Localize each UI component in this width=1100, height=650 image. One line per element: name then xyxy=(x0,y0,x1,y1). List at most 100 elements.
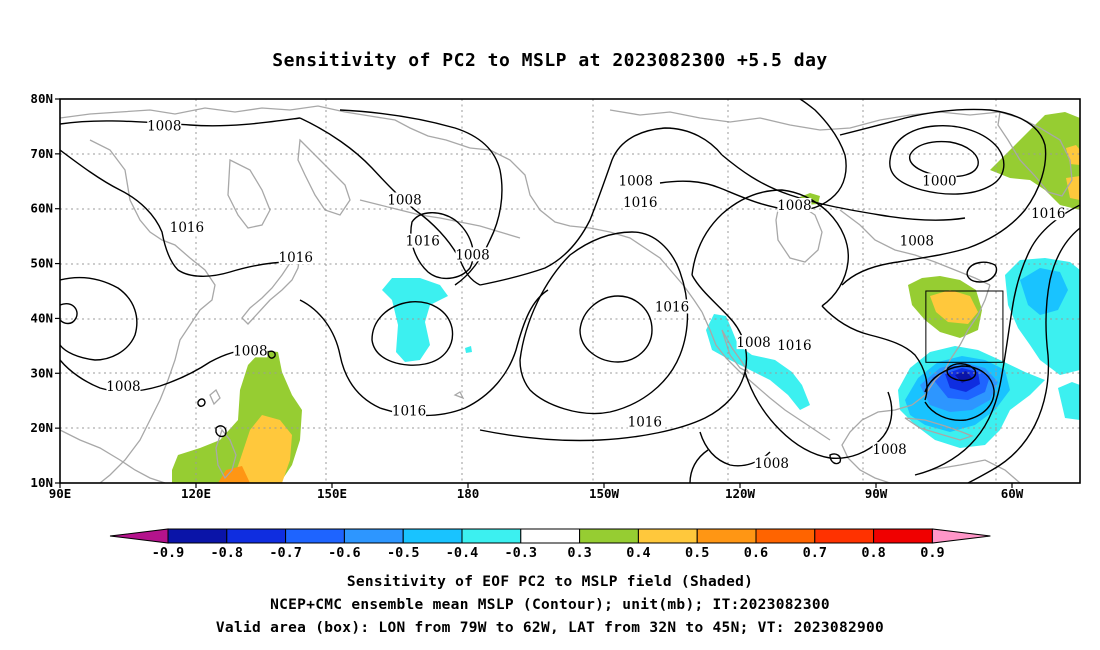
coast-okhotsk xyxy=(227,158,271,229)
colorbar-label: -0.9 xyxy=(152,545,185,561)
contour-label: 1008 xyxy=(455,247,489,263)
coast-gulf xyxy=(841,404,913,483)
contour-label: 1008 xyxy=(872,442,906,458)
contour-1008-small xyxy=(829,453,842,465)
contour-label-bg xyxy=(147,118,182,133)
contour-1016-inner-e xyxy=(579,295,653,363)
contour-label: 1016 xyxy=(405,234,439,250)
valid-area-box xyxy=(925,290,1004,363)
colorbar-segment xyxy=(520,528,581,544)
colorbar-label: 0.5 xyxy=(685,545,709,561)
lon-tick-label: 120E xyxy=(181,486,211,501)
contour-label-bg xyxy=(655,299,689,314)
contour-label-bg xyxy=(278,250,313,265)
shaded-sensitivity xyxy=(172,112,1080,483)
lon-tick-label: 150E xyxy=(317,486,347,501)
colorbar-label: 0.4 xyxy=(626,545,650,561)
contour-label: 1016 xyxy=(628,415,662,431)
graticule xyxy=(60,99,1080,483)
coast-aleutians xyxy=(359,199,521,239)
contour-1008-atlantic xyxy=(967,227,1080,483)
contour-label: 1008 xyxy=(106,379,140,395)
coast-namerica-west xyxy=(701,311,831,441)
contour-label-bg xyxy=(623,195,658,210)
coast-cuba xyxy=(904,417,974,441)
colorbar-segment xyxy=(755,528,816,544)
coast-kamchatka xyxy=(297,138,351,216)
lat-tick-label: 10N xyxy=(30,475,53,490)
contour-label: 1008 xyxy=(777,198,811,214)
colorbar-label: -0.3 xyxy=(505,545,538,561)
contour-1008-asia xyxy=(60,348,263,393)
caption-contour: NCEP+CMC ensemble mean MSLP (Contour); u… xyxy=(270,597,830,613)
lon-tick-label: 180 xyxy=(457,486,480,501)
contour-1016-circle-sm3 xyxy=(267,350,276,359)
axes: 90E 120E 150E 180 150W 120W 90W 60W 80N 70N 60N 50N… xyxy=(30,91,1023,501)
contour-label-bg xyxy=(405,233,440,248)
contour-1008-asia-inner xyxy=(60,303,78,325)
colorbar-segment xyxy=(461,528,522,544)
colorbar-segment xyxy=(402,528,463,544)
colorbar-label: -0.4 xyxy=(446,545,479,561)
contour-label: 1008 xyxy=(619,173,653,189)
contour-label-bg xyxy=(233,343,268,358)
contour-label: 1016 xyxy=(1031,206,1065,222)
contour-label-bg xyxy=(899,233,934,248)
lon-tick-label: 60W xyxy=(1001,486,1024,501)
contour-label-bg xyxy=(618,173,653,188)
coast-us-east xyxy=(911,284,991,406)
contour-label: 1016 xyxy=(777,338,811,354)
colorbar-label: 0.3 xyxy=(567,545,591,561)
contour-1000-low xyxy=(889,125,1005,195)
coast-philippines xyxy=(215,428,237,480)
colorbar-over-arrow xyxy=(931,528,991,544)
contour-1016-hole xyxy=(966,261,998,283)
contour-1008-nw xyxy=(60,117,301,127)
lat-tick-label: 80N xyxy=(30,91,53,106)
colorbar-label: 0.7 xyxy=(803,545,827,561)
contour-label-bg xyxy=(627,414,662,429)
contour-label: 1008 xyxy=(900,234,934,250)
contour-label: 1016 xyxy=(623,195,657,211)
lat-tick-label: 60N xyxy=(30,201,53,216)
coast-hawaii xyxy=(453,391,465,400)
coast-se-asia xyxy=(60,429,166,483)
colorbar-segment xyxy=(579,528,639,544)
caption-valid-area: Valid area (box): LON from 79W to 62W, L… xyxy=(215,620,885,636)
contour-label-bg xyxy=(922,173,957,188)
contour-label: 1008 xyxy=(736,335,770,351)
coast-greenland xyxy=(997,111,1073,197)
shade-neg-central-pacific-small xyxy=(465,346,472,353)
coast-japan xyxy=(241,253,301,325)
contour-label: 1008 xyxy=(387,192,421,208)
contour-1016-circle-sm xyxy=(197,398,206,407)
caption-shading: Sensitivity of EOF PC2 to MSLP field (Sh… xyxy=(346,574,754,590)
shade-pos-greenland-04b xyxy=(1066,176,1080,200)
lon-tick-label: 90E xyxy=(49,486,72,501)
lon-tick-label: 150W xyxy=(589,486,620,501)
shade-neg-mexico-coast xyxy=(706,314,810,410)
contour-1016-west-coast xyxy=(691,189,849,307)
lat-tick-label: 70N xyxy=(30,146,53,161)
colorbar-label: -0.7 xyxy=(269,545,302,561)
coast-taiwan xyxy=(209,388,221,406)
colorbar-label: 0.9 xyxy=(920,545,944,561)
contour-label-bg xyxy=(169,219,204,234)
contour-1016-asia2 xyxy=(60,276,138,361)
contour-label: 1008 xyxy=(147,118,181,134)
shade-pos-greenland xyxy=(990,112,1080,210)
contour-1008-canada xyxy=(721,154,966,221)
coast-south-america xyxy=(929,459,1021,483)
contour-label-bg xyxy=(777,197,812,212)
contour-label: 1016 xyxy=(655,299,689,315)
contour-1016-sub xyxy=(479,274,748,442)
contour-1008-canada2 xyxy=(659,99,847,212)
mslp-contours xyxy=(60,99,1080,483)
coastlines xyxy=(60,105,1073,483)
lat-tick-label: 30N xyxy=(30,365,53,380)
lon-tick-label: 120W xyxy=(725,486,756,501)
contour-1016-circle-sm2 xyxy=(215,425,227,438)
contour-label-bg xyxy=(1031,206,1066,221)
colorbar-label: 0.8 xyxy=(861,545,885,561)
